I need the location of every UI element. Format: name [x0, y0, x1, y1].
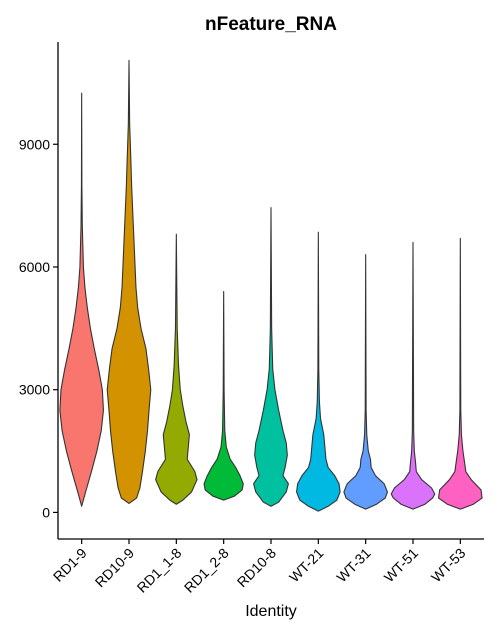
violin-RD10-9: [106, 59, 152, 504]
x-tick-label: RD1_2-8: [181, 545, 232, 596]
violin-RD10-8: [253, 207, 289, 507]
violin-WT-53: [438, 237, 483, 510]
x-tick-label: WT-21: [286, 545, 327, 586]
y-tick-label: 9000: [19, 136, 50, 152]
chart-title: nFeature_RNA: [205, 14, 337, 35]
x-tick-label: RD10-8: [234, 545, 280, 591]
y-ticks-group: 0 3000 6000 9000: [19, 136, 58, 520]
violin-WT-51: [390, 241, 436, 510]
x-tick-label: RD10-9: [92, 545, 138, 591]
x-tick-label: RD1-9: [50, 545, 90, 585]
x-tick-label: WT-31: [333, 545, 374, 586]
violins-group: [59, 59, 483, 512]
x-tick-label: RD1_1-8: [134, 545, 185, 596]
y-tick-label: 0: [42, 504, 50, 520]
y-tick-label: 3000: [19, 382, 50, 398]
violin-RD1-9: [59, 92, 104, 507]
violin-RD1_2-8: [203, 290, 244, 501]
x-tick-label: WT-51: [381, 545, 422, 586]
x-axis-title: Identity: [245, 603, 297, 620]
x-tick-label: WT-53: [428, 545, 469, 586]
violin-WT-21: [296, 231, 341, 512]
violin-WT-31: [343, 254, 388, 510]
y-tick-label: 6000: [19, 259, 50, 275]
violin-RD1_1-8: [155, 233, 198, 505]
